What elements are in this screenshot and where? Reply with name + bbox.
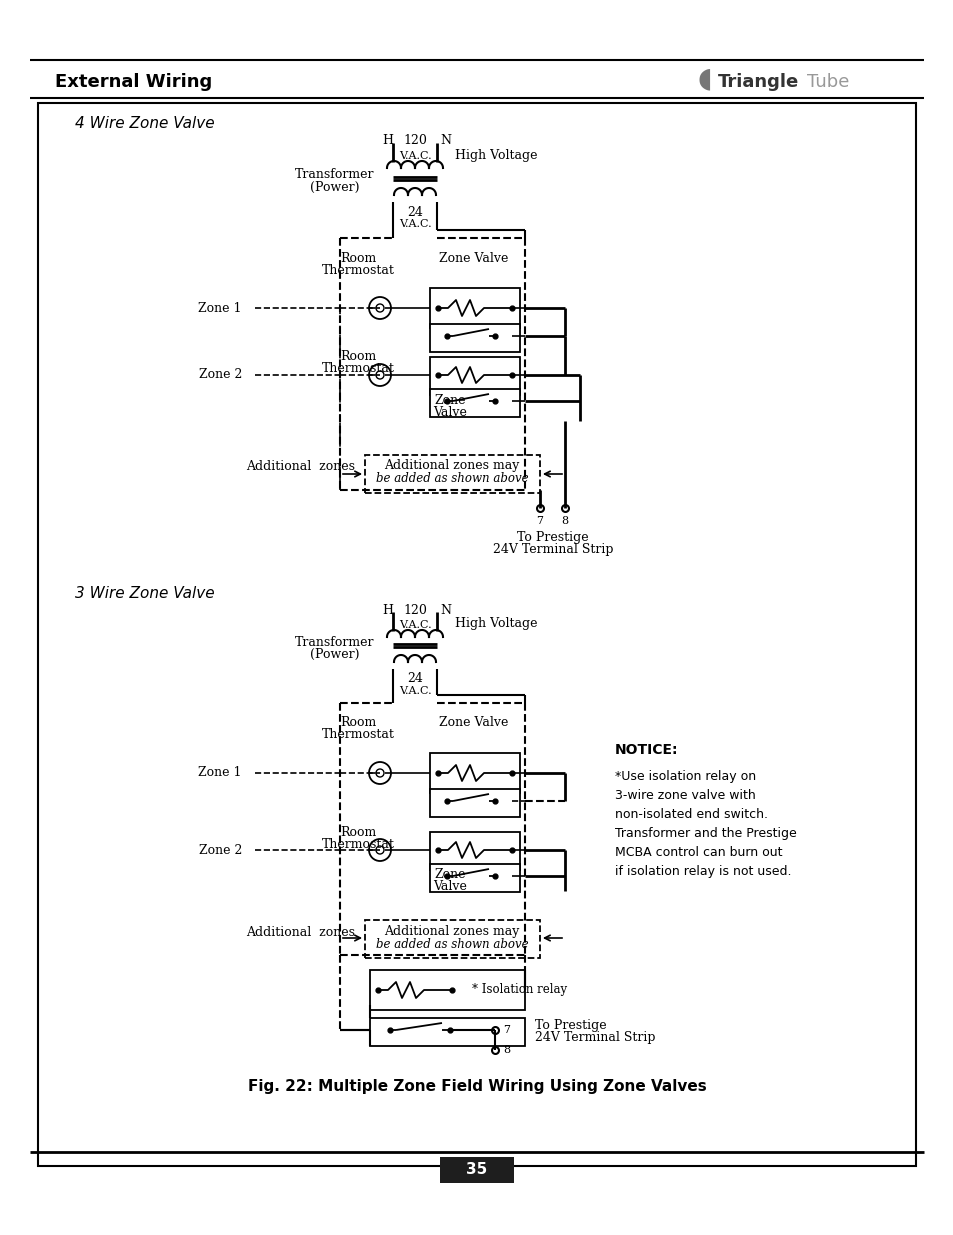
Text: 24: 24	[407, 673, 422, 685]
Text: Additional zones may: Additional zones may	[384, 459, 519, 473]
Bar	[430, 753, 519, 793]
Bar	[370, 969, 524, 1010]
Text: (Power): (Power)	[310, 647, 359, 661]
Text: Thermostat: Thermostat	[321, 263, 394, 277]
Text: Transformer: Transformer	[294, 636, 375, 648]
Text: Zone Valve: Zone Valve	[438, 252, 508, 264]
Text: To Prestige: To Prestige	[535, 1019, 606, 1031]
Text: 4 Wire Zone Valve: 4 Wire Zone Valve	[75, 116, 214, 131]
Bar	[430, 288, 519, 329]
Text: 120: 120	[402, 604, 427, 616]
Text: 24V Terminal Strip: 24V Terminal Strip	[535, 1031, 655, 1045]
Bar	[430, 389, 519, 417]
Text: ◖: ◖	[698, 64, 712, 91]
Bar	[430, 832, 519, 869]
Bar	[365, 920, 539, 958]
Bar	[439, 1157, 514, 1183]
Bar	[370, 1018, 524, 1046]
Bar	[38, 103, 915, 1166]
Text: Zone: Zone	[434, 394, 465, 406]
Text: V.A.C.: V.A.C.	[398, 219, 431, 228]
Text: Triangle: Triangle	[718, 73, 799, 91]
Text: Valve: Valve	[433, 881, 466, 893]
Text: Thermostat: Thermostat	[321, 837, 394, 851]
Text: be added as shown above: be added as shown above	[375, 937, 528, 951]
Bar	[430, 789, 519, 818]
Text: To Prestige: To Prestige	[517, 531, 588, 543]
Text: 7: 7	[536, 516, 543, 526]
Text: 3 Wire Zone Valve: 3 Wire Zone Valve	[75, 585, 214, 600]
Text: 8: 8	[502, 1045, 510, 1055]
Bar	[430, 357, 519, 395]
Text: Zone Valve: Zone Valve	[438, 716, 508, 730]
Text: Room: Room	[339, 351, 375, 363]
Text: N: N	[439, 604, 451, 616]
Text: Room: Room	[339, 716, 375, 730]
Text: Zone 2: Zone 2	[198, 844, 242, 857]
Text: Tube: Tube	[806, 73, 848, 91]
Text: Zone 2: Zone 2	[198, 368, 242, 382]
Text: Zone 1: Zone 1	[198, 301, 242, 315]
Text: 120: 120	[402, 135, 427, 147]
Text: 24V Terminal Strip: 24V Terminal Strip	[493, 543, 613, 557]
Bar	[365, 454, 539, 493]
Text: Additional  zones: Additional zones	[246, 461, 355, 473]
Text: NOTICE:: NOTICE:	[615, 743, 678, 757]
Text: High Voltage: High Voltage	[455, 618, 537, 631]
Bar	[430, 864, 519, 892]
Text: Valve: Valve	[433, 405, 466, 419]
Text: H: H	[381, 135, 393, 147]
Text: External Wiring: External Wiring	[55, 73, 212, 91]
Text: * Isolation relay: * Isolation relay	[472, 983, 566, 997]
Text: Room: Room	[339, 825, 375, 839]
Text: *Use isolation relay on
3-wire zone valve with
non-isolated end switch.
Transfor: *Use isolation relay on 3-wire zone valv…	[615, 769, 796, 878]
Text: 24: 24	[407, 205, 422, 219]
Text: 7: 7	[502, 1025, 510, 1035]
Text: Zone 1: Zone 1	[198, 767, 242, 779]
Text: Additional  zones: Additional zones	[246, 925, 355, 939]
Text: H: H	[381, 604, 393, 616]
Text: Transformer: Transformer	[294, 168, 375, 182]
Text: V.A.C.: V.A.C.	[398, 151, 431, 161]
Text: Additional zones may: Additional zones may	[384, 925, 519, 937]
Text: be added as shown above: be added as shown above	[375, 473, 528, 485]
Text: Thermostat: Thermostat	[321, 729, 394, 741]
Text: V.A.C.: V.A.C.	[398, 620, 431, 630]
Text: Room: Room	[339, 252, 375, 264]
Text: 35: 35	[466, 1162, 487, 1177]
Text: Fig. 22: Multiple Zone Field Wiring Using Zone Valves: Fig. 22: Multiple Zone Field Wiring Usin…	[248, 1079, 705, 1094]
Text: Thermostat: Thermostat	[321, 363, 394, 375]
Text: N: N	[439, 135, 451, 147]
Bar	[430, 324, 519, 352]
Text: High Voltage: High Voltage	[455, 148, 537, 162]
Text: Zone: Zone	[434, 868, 465, 882]
Text: (Power): (Power)	[310, 180, 359, 194]
Text: V.A.C.: V.A.C.	[398, 685, 431, 697]
Text: 8: 8	[561, 516, 568, 526]
